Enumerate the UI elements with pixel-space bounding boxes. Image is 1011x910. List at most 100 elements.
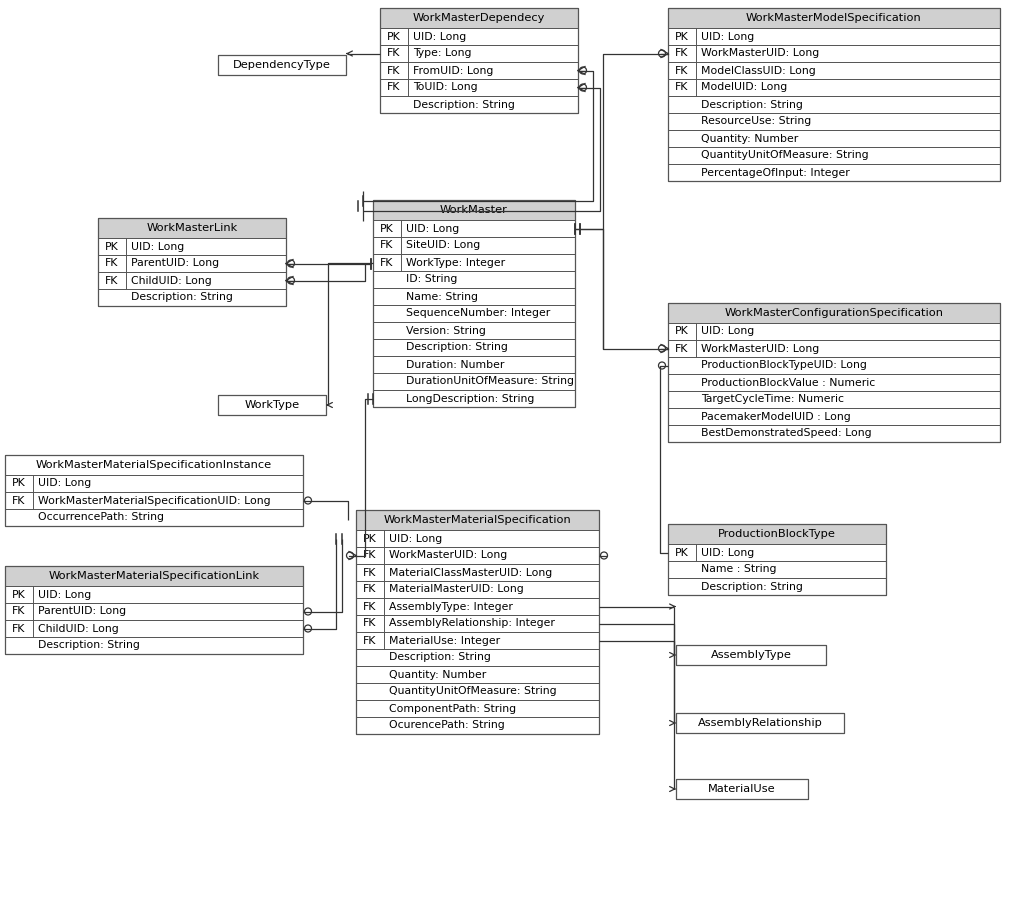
Text: WorkMaster: WorkMaster (440, 205, 508, 215)
Bar (356, 530, 599, 547)
Text: FK: FK (12, 623, 25, 633)
Text: QuantityUnitOfMeasure: String: QuantityUnitOfMeasure: String (701, 150, 867, 160)
Text: MaterialMasterUID: Long: MaterialMasterUID: Long (388, 584, 524, 594)
Text: Description: String: Description: String (412, 99, 515, 109)
Text: FK: FK (380, 240, 393, 250)
Text: PK: PK (363, 533, 376, 543)
Bar (667, 425, 999, 442)
Text: DurationUnitOfMeasure: String: DurationUnitOfMeasure: String (405, 377, 573, 387)
Bar (379, 45, 577, 62)
Text: OccurrencePath: String: OccurrencePath: String (38, 512, 164, 522)
Text: ModelClassUID: Long: ModelClassUID: Long (701, 66, 815, 76)
Bar (667, 524, 885, 544)
Text: ToUID: Long: ToUID: Long (412, 83, 477, 93)
Bar (98, 218, 286, 306)
Bar (373, 339, 574, 356)
Text: PercentageOfInput: Integer: PercentageOfInput: Integer (701, 167, 849, 177)
Text: PK: PK (12, 479, 26, 489)
Bar (356, 666, 599, 683)
Bar (667, 340, 999, 357)
Bar (675, 779, 807, 799)
Bar (5, 566, 302, 654)
Text: WorkMasterUID: Long: WorkMasterUID: Long (701, 48, 819, 58)
Bar (373, 200, 574, 220)
Bar (667, 524, 885, 595)
Text: Version: String: Version: String (405, 326, 485, 336)
Bar (675, 779, 807, 799)
Bar (667, 147, 999, 164)
Text: WorkMasterModelSpecification: WorkMasterModelSpecification (745, 13, 921, 23)
Bar (379, 8, 577, 113)
Bar (373, 200, 574, 407)
Bar (667, 303, 999, 442)
Text: FK: FK (387, 48, 400, 58)
Bar (667, 130, 999, 147)
Bar (373, 271, 574, 288)
Bar (356, 683, 599, 700)
Bar (356, 717, 599, 734)
Bar (5, 586, 302, 603)
Bar (373, 220, 574, 237)
Text: Type: Long: Type: Long (412, 48, 471, 58)
Text: SequenceNumber: Integer: SequenceNumber: Integer (405, 308, 550, 318)
Bar (217, 55, 346, 75)
Bar (5, 603, 302, 620)
Bar (667, 544, 885, 561)
Bar (373, 254, 574, 271)
Text: AssemblyType: Integer: AssemblyType: Integer (388, 602, 513, 612)
Bar (675, 645, 825, 665)
Text: UID: Long: UID: Long (38, 590, 91, 600)
Bar (217, 55, 346, 75)
Bar (373, 237, 574, 254)
Bar (667, 62, 999, 79)
Bar (98, 289, 286, 306)
Text: TargetCycleTime: Numeric: TargetCycleTime: Numeric (701, 395, 843, 405)
Bar (356, 598, 599, 615)
Bar (356, 615, 599, 632)
Bar (217, 395, 326, 415)
Text: Name : String: Name : String (701, 564, 775, 574)
Text: PK: PK (380, 224, 393, 234)
Text: FK: FK (363, 551, 376, 561)
Text: FromUID: Long: FromUID: Long (412, 66, 493, 76)
Bar (5, 492, 302, 509)
Text: FK: FK (674, 83, 688, 93)
Text: ID: String: ID: String (405, 275, 457, 285)
Text: WorkMasterMaterialSpecificationInstance: WorkMasterMaterialSpecificationInstance (36, 460, 272, 470)
Bar (379, 96, 577, 113)
Bar (356, 510, 599, 734)
Text: FK: FK (12, 606, 25, 616)
Bar (356, 564, 599, 581)
Text: ModelUID: Long: ModelUID: Long (701, 83, 787, 93)
Text: MaterialUse: MaterialUse (708, 784, 775, 794)
Text: UID: Long: UID: Long (388, 533, 442, 543)
Text: Description: String: Description: String (388, 652, 490, 662)
Bar (667, 8, 999, 181)
Text: FK: FK (363, 635, 376, 645)
Text: WorkMasterLink: WorkMasterLink (147, 223, 238, 233)
Bar (675, 645, 825, 665)
Text: PK: PK (674, 548, 688, 558)
Text: FK: FK (387, 66, 400, 76)
Bar (667, 357, 999, 374)
Text: WorkType: Integer: WorkType: Integer (405, 258, 504, 268)
Bar (217, 395, 326, 415)
Text: Description: String: Description: String (405, 342, 508, 352)
Text: ProductionBlockTypeUID: Long: ProductionBlockTypeUID: Long (701, 360, 866, 370)
Bar (667, 408, 999, 425)
Bar (667, 323, 999, 340)
Bar (98, 218, 286, 238)
Text: FK: FK (674, 48, 688, 58)
Text: WorkMasterUID: Long: WorkMasterUID: Long (388, 551, 507, 561)
Text: PK: PK (105, 241, 118, 251)
Text: ComponentPath: String: ComponentPath: String (388, 703, 516, 713)
Text: FK: FK (105, 276, 118, 286)
Bar (667, 79, 999, 96)
Bar (379, 28, 577, 45)
Text: UID: Long: UID: Long (701, 548, 753, 558)
Bar (667, 164, 999, 181)
Text: WorkMasterMaterialSpecification: WorkMasterMaterialSpecification (383, 515, 571, 525)
Text: UID: Long: UID: Long (130, 241, 184, 251)
Text: MaterialUse: Integer: MaterialUse: Integer (388, 635, 499, 645)
Bar (5, 455, 302, 475)
